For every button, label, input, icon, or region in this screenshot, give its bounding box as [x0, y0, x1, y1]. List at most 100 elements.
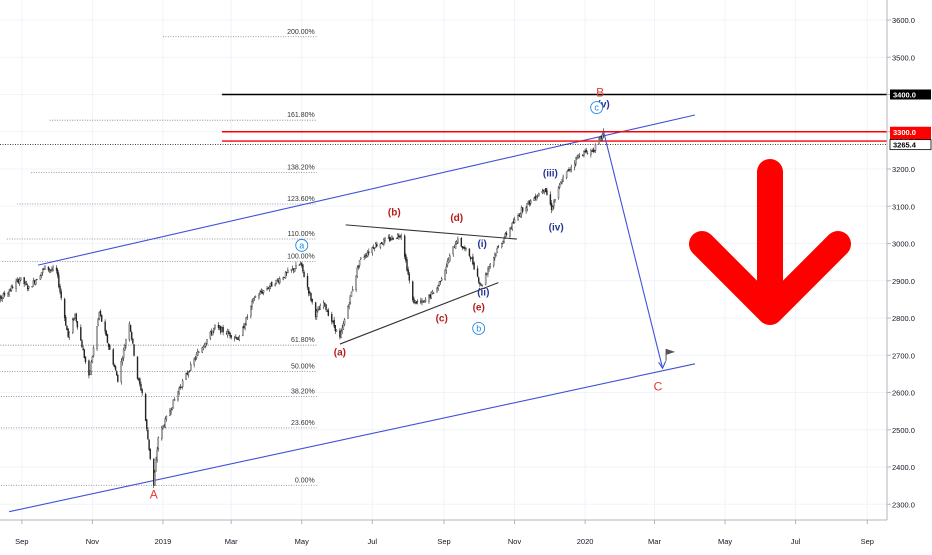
candle	[437, 287, 438, 293]
candle-body	[278, 281, 279, 282]
candle-body	[1, 296, 2, 299]
candle	[41, 273, 42, 279]
candle	[456, 240, 457, 245]
candle-body	[514, 220, 515, 223]
candle	[36, 279, 37, 280]
fib-label: 0.00%	[295, 477, 315, 484]
candle	[68, 328, 69, 337]
candle	[320, 303, 321, 309]
candle	[319, 306, 320, 310]
candle-body	[505, 234, 506, 237]
candle	[420, 298, 421, 304]
candle-body	[358, 266, 359, 267]
flag-icon	[666, 349, 675, 355]
candle	[389, 234, 390, 242]
candle	[350, 295, 351, 304]
candle	[292, 266, 293, 271]
candle-body	[496, 254, 497, 256]
candle-body	[61, 292, 62, 298]
candle-body	[592, 150, 593, 151]
candle	[424, 300, 425, 303]
wave-label: (b)	[388, 208, 401, 219]
candle	[234, 336, 235, 342]
price-level-badge-label: 3300.0	[893, 128, 916, 137]
candle-body	[462, 246, 463, 247]
candle	[129, 321, 130, 342]
candle	[204, 343, 205, 348]
candle	[535, 194, 536, 201]
candle-body	[359, 260, 360, 265]
candle	[267, 286, 268, 291]
wave-label: (iv)	[549, 222, 564, 233]
candle-body	[106, 331, 107, 335]
candle-body	[250, 306, 251, 316]
candle	[195, 356, 196, 361]
candle-body	[404, 236, 405, 257]
candle-body	[196, 354, 197, 358]
candle	[544, 190, 545, 195]
candle-body	[447, 261, 448, 265]
candle	[376, 242, 377, 247]
candle	[323, 300, 324, 309]
candle-body	[430, 295, 431, 298]
wave-label: A	[150, 488, 158, 502]
candle	[7, 292, 8, 297]
candle	[393, 237, 394, 239]
wave-label: B	[596, 85, 604, 99]
candle-body	[9, 291, 10, 295]
candle-body	[521, 208, 522, 215]
candle	[486, 272, 487, 275]
time-tick-label: Jul	[791, 537, 801, 546]
candle-body	[571, 167, 572, 169]
candle	[44, 265, 45, 269]
down-arrow-icon	[702, 172, 838, 312]
candle	[511, 226, 512, 229]
candle	[64, 298, 65, 321]
candle-body	[153, 459, 154, 486]
candle-body	[456, 242, 457, 244]
candle-body	[400, 236, 401, 237]
candle	[77, 321, 78, 330]
candle-body	[381, 242, 382, 243]
candle	[28, 286, 29, 292]
circled-wave-label: b	[473, 322, 485, 334]
candle-body	[212, 331, 213, 335]
candle-body	[587, 154, 588, 155]
candle	[373, 244, 374, 249]
candle	[35, 279, 36, 285]
candle-body	[367, 253, 368, 257]
candle	[582, 154, 583, 156]
wave-label: (iii)	[543, 168, 558, 179]
candle	[308, 287, 309, 296]
candle	[72, 318, 73, 334]
candle-body	[188, 372, 189, 374]
candle-body	[165, 419, 166, 428]
candle	[593, 147, 594, 153]
candle	[464, 245, 465, 250]
candle-body	[211, 332, 212, 335]
candle-body	[247, 317, 248, 318]
candle-body	[145, 394, 146, 420]
candle-body	[295, 265, 296, 269]
candle-body	[312, 299, 313, 302]
candle	[130, 325, 131, 333]
candle	[366, 253, 367, 258]
candle-body	[310, 293, 311, 300]
candle	[446, 263, 447, 274]
candle-body	[300, 263, 301, 264]
candle	[263, 290, 264, 295]
candle-body	[286, 272, 287, 273]
candle-body	[246, 317, 247, 325]
candle	[415, 300, 416, 304]
candle-body	[593, 149, 594, 152]
candle-body	[575, 158, 576, 164]
candle-body	[433, 293, 434, 294]
candle-body	[595, 144, 596, 150]
candle	[528, 200, 529, 204]
candle	[131, 331, 132, 341]
candle-body	[179, 388, 180, 393]
candle-body	[537, 196, 538, 197]
candle	[390, 237, 391, 242]
candle-body	[409, 274, 410, 280]
